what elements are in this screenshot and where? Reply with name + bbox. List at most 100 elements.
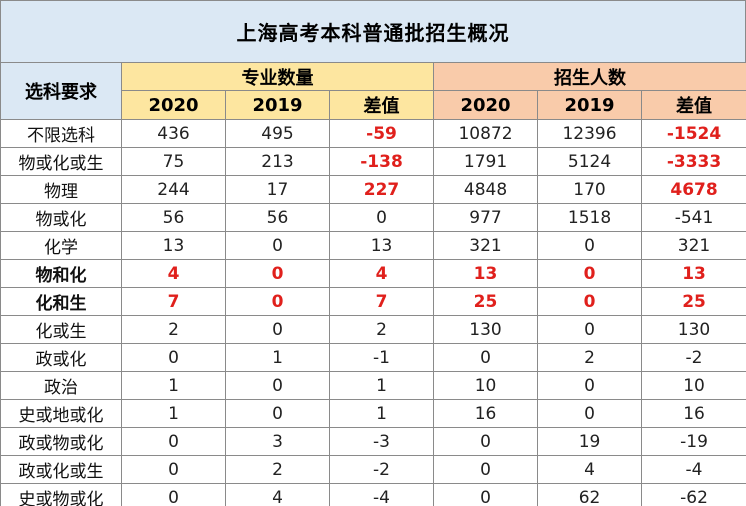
table-cell: 3 bbox=[225, 427, 330, 456]
table-row: 物或化或生 75 213 -138 1791 5124 -3333 bbox=[0, 147, 746, 176]
table-cell: 5124 bbox=[537, 147, 643, 176]
row-label: 政或化 bbox=[0, 343, 122, 372]
row-label: 化学 bbox=[0, 231, 122, 260]
table-cell: 1 bbox=[121, 399, 226, 428]
header-row-groups: 选科要求 专业数量 招生人数 bbox=[0, 62, 746, 120]
table-cell: 16 bbox=[433, 399, 539, 428]
table-cell: -1524 bbox=[641, 119, 746, 148]
table-cell: 321 bbox=[641, 231, 746, 260]
table-cell: 62 bbox=[537, 483, 643, 506]
table-cell: 130 bbox=[641, 315, 746, 344]
table-cell: -2 bbox=[641, 343, 746, 372]
table-cell: 1518 bbox=[537, 203, 643, 232]
table-row: 化和生 7 0 7 25 0 25 bbox=[0, 287, 746, 316]
table-cell: 4848 bbox=[433, 175, 539, 204]
table-row: 物和化 4 0 4 13 0 13 bbox=[0, 259, 746, 288]
table-cell: 7 bbox=[121, 287, 226, 316]
table-title: 上海高考本科普通批招生概况 bbox=[0, 0, 746, 62]
table-cell: 0 bbox=[121, 455, 226, 484]
table-cell: 227 bbox=[328, 175, 435, 204]
table-cell: 321 bbox=[433, 231, 539, 260]
table-cell: 10872 bbox=[433, 119, 539, 148]
enroll-2020-header: 2020 bbox=[433, 90, 539, 120]
table-row: 化或生 2 0 2 130 0 130 bbox=[0, 315, 746, 344]
table-cell: 7 bbox=[328, 287, 435, 316]
table-cell: 1 bbox=[225, 343, 330, 372]
table-cell: 4 bbox=[121, 259, 226, 288]
table-cell: -62 bbox=[641, 483, 746, 506]
table-cell: 4 bbox=[328, 259, 435, 288]
table-body: 不限选科 436 495 -59 10872 12396 -1524 物或化或生 75 213 -1… bbox=[0, 119, 746, 506]
table-cell: -19 bbox=[641, 427, 746, 456]
table-cell: 1791 bbox=[433, 147, 539, 176]
row-label: 化和生 bbox=[0, 287, 122, 316]
table-cell: 13 bbox=[328, 231, 435, 260]
table-cell: 1 bbox=[328, 371, 435, 400]
table-row: 化学 13 0 13 321 0 321 bbox=[0, 231, 746, 260]
table-cell: 0 bbox=[433, 343, 539, 372]
table-cell: -59 bbox=[328, 119, 435, 148]
table-row: 政或化或生 0 2 -2 0 4 -4 bbox=[0, 455, 746, 484]
table-cell: 2 bbox=[328, 315, 435, 344]
table-cell: 2 bbox=[121, 315, 226, 344]
table-cell: 2 bbox=[225, 455, 330, 484]
table-cell: 0 bbox=[121, 427, 226, 456]
table-cell: 0 bbox=[328, 203, 435, 232]
table-cell: 0 bbox=[537, 231, 643, 260]
table-cell: 13 bbox=[121, 231, 226, 260]
table-cell: -138 bbox=[328, 147, 435, 176]
row-label: 史或物或化 bbox=[0, 483, 122, 506]
table-cell: 0 bbox=[225, 287, 330, 316]
table-cell: -4 bbox=[641, 455, 746, 484]
table-row: 不限选科 436 495 -59 10872 12396 -1524 bbox=[0, 119, 746, 148]
table-cell: -3 bbox=[328, 427, 435, 456]
table-cell: 0 bbox=[225, 315, 330, 344]
subject-requirement-header: 选科要求 bbox=[0, 62, 122, 120]
table-cell: 0 bbox=[433, 427, 539, 456]
row-label: 政或化或生 bbox=[0, 455, 122, 484]
table-cell: 170 bbox=[537, 175, 643, 204]
table-cell: 2 bbox=[537, 343, 643, 372]
table-cell: -3333 bbox=[641, 147, 746, 176]
table-cell: 0 bbox=[225, 371, 330, 400]
table-cell: 10 bbox=[433, 371, 539, 400]
table-cell: 0 bbox=[537, 315, 643, 344]
table-row: 政或化 0 1 -1 0 2 -2 bbox=[0, 343, 746, 372]
enroll-2019-header: 2019 bbox=[537, 90, 643, 120]
table-row: 史或物或化 0 4 -4 0 62 -62 bbox=[0, 483, 746, 506]
table-cell: 436 bbox=[121, 119, 226, 148]
row-label: 政治 bbox=[0, 371, 122, 400]
major-2019-header: 2019 bbox=[225, 90, 330, 120]
row-label: 史或地或化 bbox=[0, 399, 122, 428]
table-cell: -1 bbox=[328, 343, 435, 372]
table-cell: 0 bbox=[433, 455, 539, 484]
row-label: 物和化 bbox=[0, 259, 122, 288]
table-cell: 0 bbox=[537, 371, 643, 400]
table-cell: 56 bbox=[225, 203, 330, 232]
table-row: 物理 244 17 227 4848 170 4678 bbox=[0, 175, 746, 204]
table-cell: 0 bbox=[121, 483, 226, 506]
enrollment-count-header: 招生人数 bbox=[433, 62, 746, 91]
header-row-years: 2020 2019 差值 2020 2019 差值 bbox=[1, 90, 746, 120]
table-cell: 0 bbox=[225, 231, 330, 260]
table-cell: 0 bbox=[225, 399, 330, 428]
table-cell: 4678 bbox=[641, 175, 746, 204]
enrollment-table: 选科要求 专业数量 招生人数 2020 2019 差值 2020 2019 差值… bbox=[0, 62, 746, 506]
table-cell: 19 bbox=[537, 427, 643, 456]
table-cell: -541 bbox=[641, 203, 746, 232]
table-cell: -2 bbox=[328, 455, 435, 484]
table-cell: 0 bbox=[225, 259, 330, 288]
table-cell: 25 bbox=[433, 287, 539, 316]
table-cell: 0 bbox=[537, 287, 643, 316]
table-cell: 0 bbox=[537, 399, 643, 428]
table-cell: 12396 bbox=[537, 119, 643, 148]
table-cell: 0 bbox=[537, 259, 643, 288]
table-cell: 495 bbox=[225, 119, 330, 148]
row-label: 化或生 bbox=[0, 315, 122, 344]
table-cell: 25 bbox=[641, 287, 746, 316]
table-cell: 13 bbox=[433, 259, 539, 288]
table-cell: 0 bbox=[121, 343, 226, 372]
row-label: 不限选科 bbox=[0, 119, 122, 148]
table-cell: 1 bbox=[121, 371, 226, 400]
